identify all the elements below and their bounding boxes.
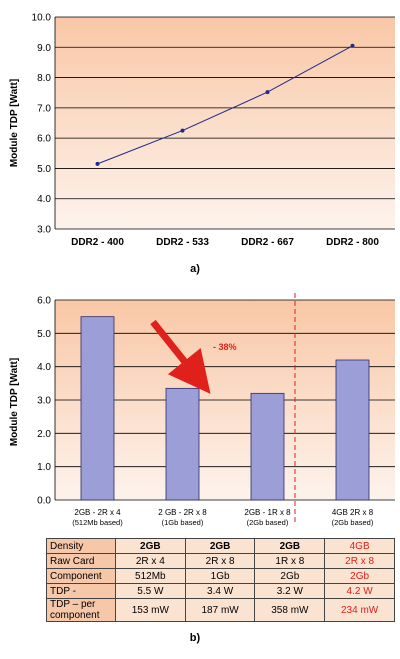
reduction-arrow bbox=[150, 319, 211, 394]
table-cell: 2R x 8 bbox=[324, 553, 395, 569]
x-tick-sublabel: (2Gb based) bbox=[332, 518, 374, 527]
table-cell: 153 mW bbox=[114, 598, 186, 622]
table-cell: 2GB bbox=[254, 538, 326, 554]
plot-area bbox=[55, 17, 395, 229]
data-point bbox=[265, 90, 270, 95]
row-label: Density bbox=[46, 538, 116, 554]
x-tick-label: 2GB - 2R x 4 bbox=[74, 508, 121, 517]
y-tick-label: 1.0 bbox=[37, 462, 51, 473]
data-point bbox=[180, 128, 185, 133]
table-cell: 4GB bbox=[324, 538, 395, 554]
x-tick-label: 4GB 2R x 8 bbox=[332, 508, 374, 517]
row-label: Component bbox=[46, 568, 116, 584]
table-cell: 3.2 W bbox=[254, 583, 326, 599]
table-cell: 2Gb bbox=[324, 568, 395, 584]
row-label-line: TDP – per bbox=[50, 599, 96, 610]
table-cell: 4.2 W bbox=[324, 583, 395, 599]
y-tick-label: 8.0 bbox=[37, 73, 51, 84]
x-tick-sublabel: (1Gb based) bbox=[162, 518, 204, 527]
y-tick-label: 6.0 bbox=[37, 296, 51, 307]
data-point bbox=[95, 161, 100, 166]
x-tick-label: DDR2 - 400 bbox=[71, 237, 124, 248]
table-cell: 2GB bbox=[184, 538, 256, 554]
y-tick-label: 4.0 bbox=[37, 194, 51, 205]
reduction-annotation: - 38% bbox=[213, 342, 237, 352]
table-cell: 187 mW bbox=[184, 598, 256, 622]
table-cell: 2R x 8 bbox=[184, 553, 256, 569]
caption-a: a) bbox=[190, 263, 200, 275]
bar bbox=[80, 316, 115, 501]
y-tick-label: 6.0 bbox=[37, 134, 51, 145]
x-tick-sublabel: (2Gb based) bbox=[247, 518, 289, 527]
table-cell: 1Gb bbox=[184, 568, 256, 584]
table-row: TDP – per component 153 mW 187 mW 358 mW… bbox=[46, 598, 395, 622]
y-tick-label: 3.0 bbox=[37, 225, 51, 236]
table-cell: 1R x 8 bbox=[254, 553, 326, 569]
x-tick-label: DDR2 - 667 bbox=[241, 237, 294, 248]
table-cell: 358 mW bbox=[254, 598, 326, 622]
table-row: Raw Card 2R x 4 2R x 8 1R x 8 2R x 8 bbox=[46, 553, 395, 569]
y-tick-label: 4.0 bbox=[37, 362, 51, 373]
y-tick-label: 3.0 bbox=[37, 396, 51, 407]
bar bbox=[335, 359, 370, 501]
x-tick-label: 2 GB - 2R x 8 bbox=[158, 508, 207, 517]
table-cell: 2R x 4 bbox=[114, 553, 186, 569]
y-tick-label: 0.0 bbox=[37, 496, 51, 507]
y-tick-label: 5.0 bbox=[37, 329, 51, 340]
bar bbox=[165, 387, 200, 501]
row-label-line: component bbox=[50, 610, 100, 621]
table-cell: 2Gb bbox=[254, 568, 326, 584]
table-cell: 5.5 W bbox=[114, 583, 186, 599]
x-tick-sublabel: (512Mb based) bbox=[72, 518, 123, 527]
table-row: Density 2GB 2GB 2GB 4GB bbox=[46, 538, 395, 554]
data-point bbox=[350, 43, 355, 48]
y-tick-label: 7.0 bbox=[37, 103, 51, 114]
y-tick-label: 5.0 bbox=[37, 164, 51, 175]
table-cell: 234 mW bbox=[324, 598, 395, 622]
y-tick-label: 10.0 bbox=[32, 13, 52, 24]
bar-chart: 0.0 1.0 2.0 3.0 4.0 5.0 6.0 2GB - 2R x 4(512Mb… bbox=[9, 293, 395, 527]
caption-b: b) bbox=[189, 632, 201, 644]
table-row: Component 512Mb 1Gb 2Gb 2Gb bbox=[46, 568, 395, 584]
table-cell: 3.4 W bbox=[184, 583, 256, 599]
row-label: Raw Card bbox=[46, 553, 116, 569]
comparison-table: Density 2GB 2GB 2GB 4GB Raw Card 2R x 4 … bbox=[46, 538, 395, 622]
bar bbox=[250, 392, 285, 501]
row-label: TDP – per component bbox=[46, 598, 116, 622]
line-chart: 3.0 4.0 5.0 6.0 7.0 8.0 9.0 10.0 DDR2 - 400 DDR2… bbox=[9, 13, 395, 275]
y-tick-label: 2.0 bbox=[37, 429, 51, 440]
table-row: TDP - 5.5 W 3.4 W 3.2 W 4.2 W bbox=[46, 583, 395, 599]
y-tick-label: 9.0 bbox=[37, 43, 51, 54]
table-cell: 2GB bbox=[114, 538, 186, 554]
x-tick-label: DDR2 - 533 bbox=[156, 237, 209, 248]
y-axis-label: Module TDP [Watt] bbox=[9, 79, 20, 167]
x-tick-label: 2GB - 1R x 8 bbox=[244, 508, 291, 517]
row-label: TDP - bbox=[46, 583, 116, 599]
table-cell: 512Mb bbox=[114, 568, 186, 584]
x-tick-label: DDR2 - 800 bbox=[326, 237, 379, 248]
series-line bbox=[97, 45, 353, 165]
y-axis-label: Module TDP [Watt] bbox=[9, 358, 20, 446]
